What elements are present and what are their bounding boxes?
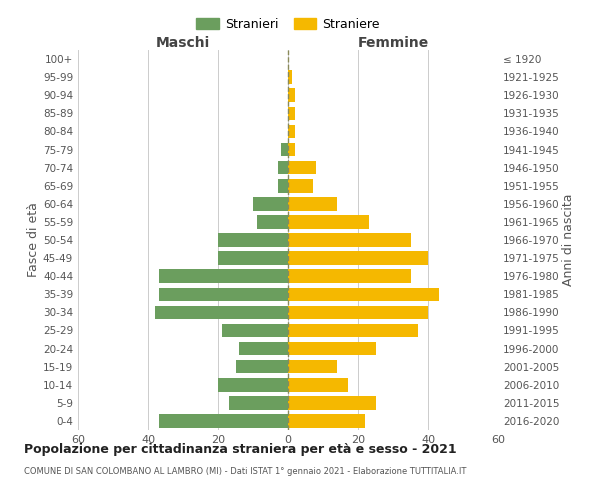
Bar: [281, 142, 288, 156]
Bar: [288, 324, 418, 338]
Bar: [288, 233, 410, 247]
Bar: [288, 70, 292, 84]
Bar: [158, 270, 288, 283]
Bar: [158, 288, 288, 301]
Bar: [239, 342, 288, 355]
Bar: [229, 396, 288, 409]
Bar: [288, 106, 295, 120]
Bar: [288, 179, 313, 192]
Bar: [288, 360, 337, 374]
Bar: [288, 215, 368, 228]
Text: Popolazione per cittadinanza straniera per età e sesso - 2021: Popolazione per cittadinanza straniera p…: [24, 442, 457, 456]
Bar: [288, 270, 410, 283]
Bar: [288, 414, 365, 428]
Text: Femmine: Femmine: [358, 36, 428, 50]
Bar: [288, 252, 428, 265]
Bar: [155, 306, 288, 319]
Bar: [235, 360, 288, 374]
Bar: [288, 342, 376, 355]
Bar: [288, 161, 316, 174]
Bar: [221, 324, 288, 338]
Bar: [288, 378, 347, 392]
Bar: [158, 414, 288, 428]
Bar: [288, 88, 295, 102]
Bar: [288, 142, 295, 156]
Text: COMUNE DI SAN COLOMBANO AL LAMBRO (MI) - Dati ISTAT 1° gennaio 2021 - Elaborazio: COMUNE DI SAN COLOMBANO AL LAMBRO (MI) -…: [24, 468, 466, 476]
Bar: [288, 124, 295, 138]
Bar: [257, 215, 288, 228]
Bar: [277, 179, 288, 192]
Bar: [288, 396, 376, 409]
Text: Maschi: Maschi: [156, 36, 210, 50]
Bar: [288, 197, 337, 210]
Bar: [288, 288, 439, 301]
Bar: [218, 233, 288, 247]
Bar: [218, 378, 288, 392]
Bar: [218, 252, 288, 265]
Bar: [288, 306, 428, 319]
Y-axis label: Fasce di età: Fasce di età: [27, 202, 40, 278]
Bar: [277, 161, 288, 174]
Legend: Stranieri, Straniere: Stranieri, Straniere: [193, 14, 383, 34]
Y-axis label: Anni di nascita: Anni di nascita: [562, 194, 575, 286]
Bar: [253, 197, 288, 210]
